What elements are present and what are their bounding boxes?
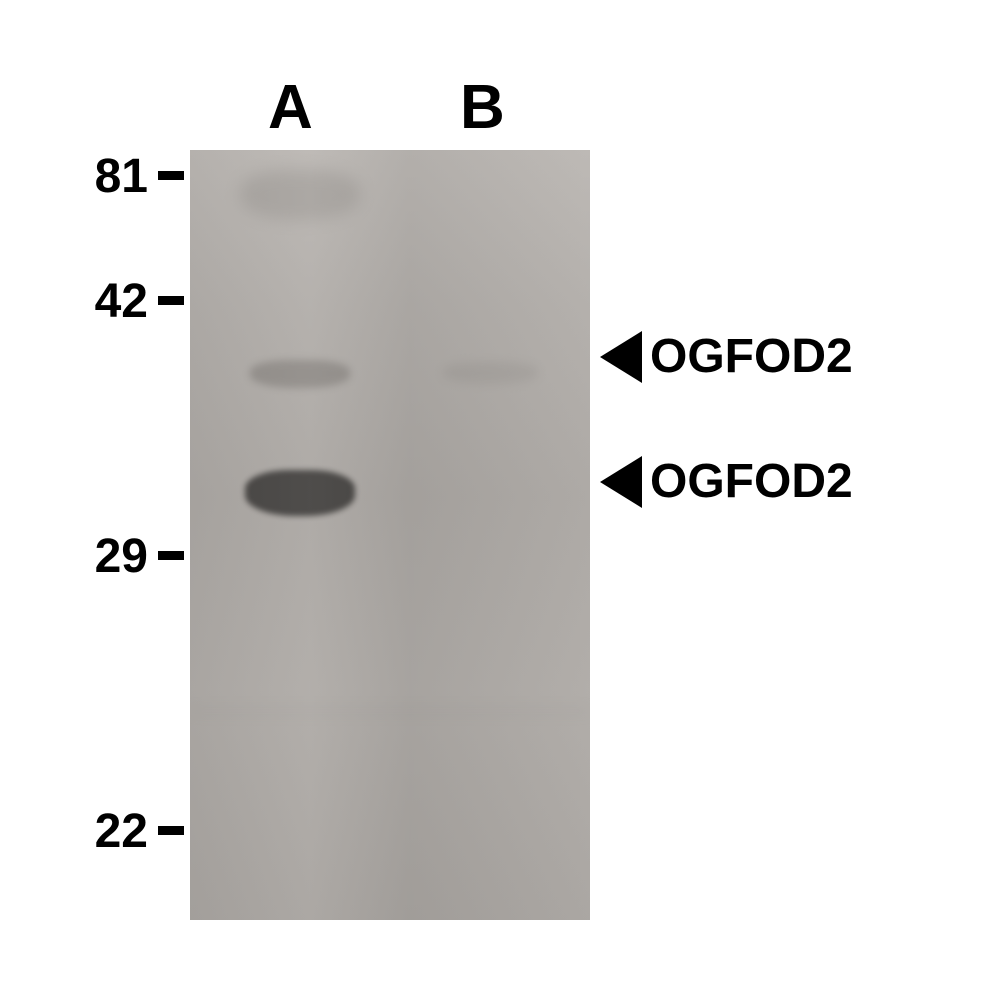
lane-label: B — [460, 72, 505, 143]
mw-tick — [158, 826, 184, 835]
mw-label: 42 — [95, 274, 148, 329]
band-label-text: OGFOD2 — [650, 454, 853, 509]
western-blot-figure: A B 81 42 29 22 OGFOD2 OGFOD2 — [0, 0, 1000, 1000]
blot-membrane — [190, 150, 590, 920]
mw-label: 29 — [95, 529, 148, 584]
arrowhead-icon — [600, 331, 642, 383]
mw-label: 22 — [95, 804, 148, 859]
band-label-text: OGFOD2 — [650, 329, 853, 384]
membrane-shading — [190, 150, 590, 920]
mw-tick — [158, 551, 184, 560]
band-label: OGFOD2 — [600, 329, 853, 384]
arrowhead-icon — [600, 456, 642, 508]
mw-label: 81 — [95, 149, 148, 204]
mw-tick — [158, 296, 184, 305]
mw-tick — [158, 171, 184, 180]
band-label: OGFOD2 — [600, 454, 853, 509]
lane-label: A — [268, 72, 313, 143]
